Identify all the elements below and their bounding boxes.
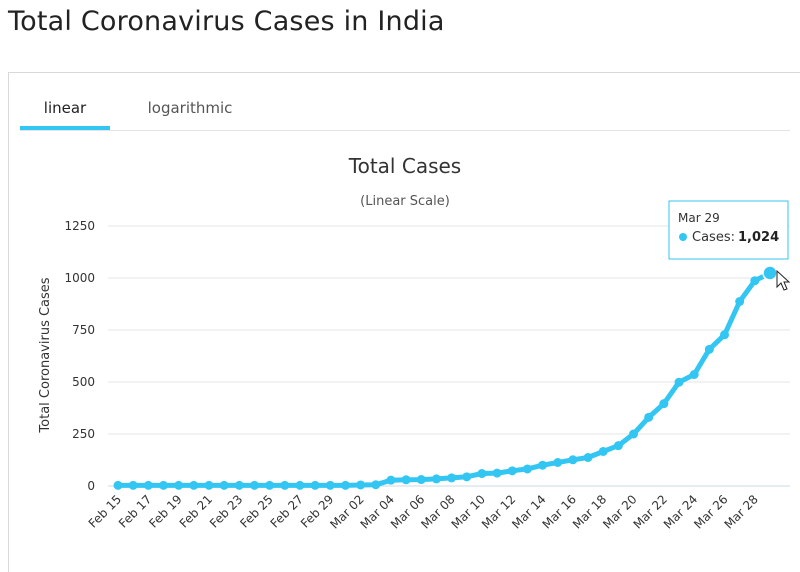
data-point[interactable] xyxy=(462,472,472,482)
y-tick-label: 750 xyxy=(72,323,95,337)
data-point[interactable] xyxy=(492,468,502,478)
data-point[interactable] xyxy=(431,474,441,484)
tooltip: Mar 29 Cases: 1,024 xyxy=(668,200,789,260)
data-point[interactable] xyxy=(234,480,244,490)
x-tick-label: Feb 17 xyxy=(116,492,154,530)
data-point[interactable] xyxy=(735,297,745,307)
chart-title: Total Cases xyxy=(348,154,461,178)
data-point[interactable] xyxy=(325,480,335,490)
data-point[interactable] xyxy=(507,466,517,476)
data-point[interactable] xyxy=(128,480,138,490)
x-tick-label: Feb 25 xyxy=(237,492,275,530)
total-cases-chart: Total Cases (Linear Scale) 0 250 500 750 100… xyxy=(38,154,791,532)
data-point[interactable] xyxy=(583,453,593,463)
data-point[interactable] xyxy=(447,473,457,483)
y-tick-label: 1000 xyxy=(64,271,95,285)
data-point[interactable] xyxy=(310,480,320,490)
tooltip-box xyxy=(668,200,789,260)
data-point[interactable] xyxy=(720,330,730,340)
data-point[interactable] xyxy=(340,480,350,490)
x-tick-label: Feb 19 xyxy=(146,492,184,530)
data-point[interactable] xyxy=(689,370,699,380)
data-point[interactable] xyxy=(189,480,199,490)
data-point[interactable] xyxy=(295,480,305,490)
data-point[interactable] xyxy=(113,480,123,490)
x-tick-label: Feb 27 xyxy=(268,492,306,530)
data-point[interactable] xyxy=(158,480,168,490)
data-point[interactable] xyxy=(356,480,366,490)
data-point[interactable] xyxy=(265,480,275,490)
highlighted-data-point[interactable] xyxy=(762,265,778,281)
x-tick-label: Feb 15 xyxy=(86,492,124,530)
series-line xyxy=(115,270,773,488)
data-point[interactable] xyxy=(477,469,487,479)
chart-subtitle: (Linear Scale) xyxy=(360,194,450,209)
data-point[interactable] xyxy=(204,480,214,490)
mouse-cursor-icon xyxy=(776,269,791,291)
data-point[interactable] xyxy=(613,441,623,451)
data-point[interactable] xyxy=(371,480,381,490)
chart-panel xyxy=(8,72,800,572)
x-tick-label: Feb 21 xyxy=(177,492,215,530)
y-tick-label: 1250 xyxy=(64,219,95,233)
data-point[interactable] xyxy=(249,480,259,490)
data-point[interactable] xyxy=(644,412,654,422)
grid-lines xyxy=(108,225,790,487)
y-tick-label: 0 xyxy=(87,479,95,493)
data-point[interactable] xyxy=(280,480,290,490)
data-point[interactable] xyxy=(386,475,396,485)
series-cases xyxy=(113,265,778,490)
data-point[interactable] xyxy=(704,344,714,354)
y-tick-label: 250 xyxy=(72,427,95,441)
data-point[interactable] xyxy=(219,480,229,490)
data-point[interactable] xyxy=(750,276,760,286)
x-tick-label: Mar 28 xyxy=(722,492,761,531)
data-point[interactable] xyxy=(629,429,639,439)
data-point[interactable] xyxy=(553,457,563,467)
data-point[interactable] xyxy=(522,464,532,474)
data-point[interactable] xyxy=(416,475,426,485)
tab-logarithmic[interactable]: logarithmic xyxy=(147,99,233,117)
y-tick-label: 500 xyxy=(72,375,95,389)
tooltip-date: Mar 29 xyxy=(678,211,720,225)
tab-linear[interactable]: linear xyxy=(20,90,110,130)
y-axis-label: Total Coronavirus Cases xyxy=(38,277,53,433)
data-point[interactable] xyxy=(143,480,153,490)
tooltip-series-dot xyxy=(679,233,687,241)
y-axis-ticks: 0 250 500 750 1000 1250 xyxy=(64,219,95,493)
data-point[interactable] xyxy=(401,475,411,485)
x-tick-label: Feb 23 xyxy=(207,492,245,530)
data-point[interactable] xyxy=(598,446,608,456)
tooltip-value: 1,024 xyxy=(738,230,779,245)
data-point[interactable] xyxy=(674,377,684,387)
scale-tabs: linear logarithmic xyxy=(20,90,790,131)
tooltip-series-label: Cases: xyxy=(692,230,735,245)
data-point[interactable] xyxy=(659,399,669,409)
page-title: Total Coronavirus Cases in India xyxy=(8,6,445,37)
data-point[interactable] xyxy=(538,460,548,470)
data-point[interactable] xyxy=(568,455,578,465)
data-point[interactable] xyxy=(174,480,184,490)
